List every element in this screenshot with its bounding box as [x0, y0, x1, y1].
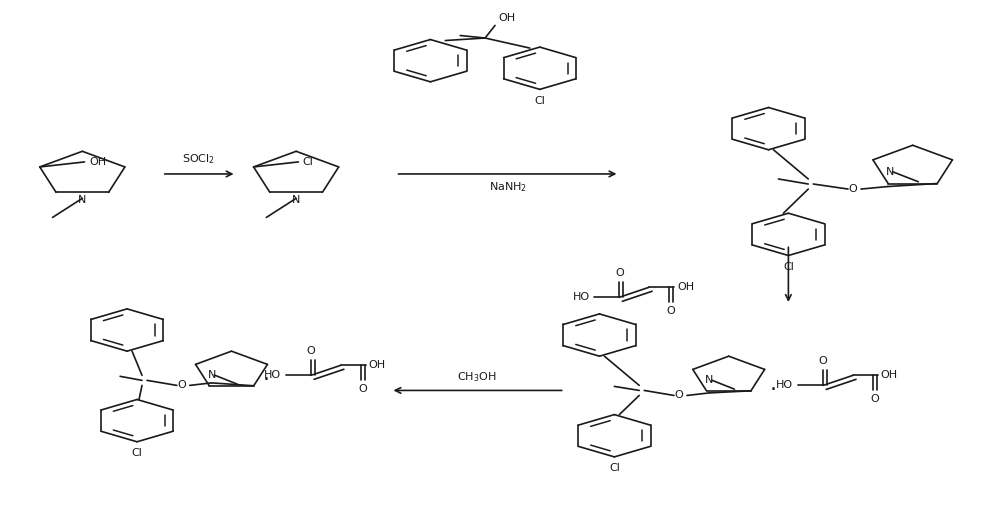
- Text: Cl: Cl: [783, 262, 794, 272]
- Text: HO: HO: [572, 292, 590, 302]
- Text: ·: ·: [263, 371, 270, 390]
- Text: HO: HO: [264, 371, 281, 380]
- Text: HO: HO: [776, 380, 793, 390]
- Text: OH: OH: [881, 371, 898, 380]
- Text: ·: ·: [770, 380, 777, 401]
- Text: Cl: Cl: [132, 448, 142, 458]
- Text: SOCl$_2$: SOCl$_2$: [182, 153, 215, 166]
- Text: N: N: [207, 370, 216, 380]
- Text: O: O: [675, 390, 683, 401]
- Text: CH$_3$OH: CH$_3$OH: [457, 370, 497, 384]
- Text: O: O: [615, 268, 624, 278]
- Text: N: N: [78, 195, 87, 205]
- Text: OH: OH: [677, 282, 694, 292]
- Text: N: N: [705, 375, 713, 385]
- Text: Cl: Cl: [609, 463, 620, 473]
- Text: OH: OH: [369, 360, 386, 370]
- Text: Cl: Cl: [534, 96, 545, 106]
- Text: NaNH$_2$: NaNH$_2$: [489, 180, 527, 194]
- Text: O: O: [871, 394, 879, 405]
- Text: OH: OH: [89, 157, 107, 167]
- Text: N: N: [886, 166, 894, 177]
- Text: Cl: Cl: [302, 157, 313, 167]
- Text: N: N: [292, 195, 300, 205]
- Text: OH: OH: [498, 13, 515, 23]
- Text: O: O: [819, 356, 828, 366]
- Text: O: O: [307, 346, 315, 356]
- Text: O: O: [177, 380, 186, 390]
- Text: O: O: [667, 306, 675, 317]
- Text: O: O: [358, 384, 367, 394]
- Text: O: O: [849, 184, 857, 194]
